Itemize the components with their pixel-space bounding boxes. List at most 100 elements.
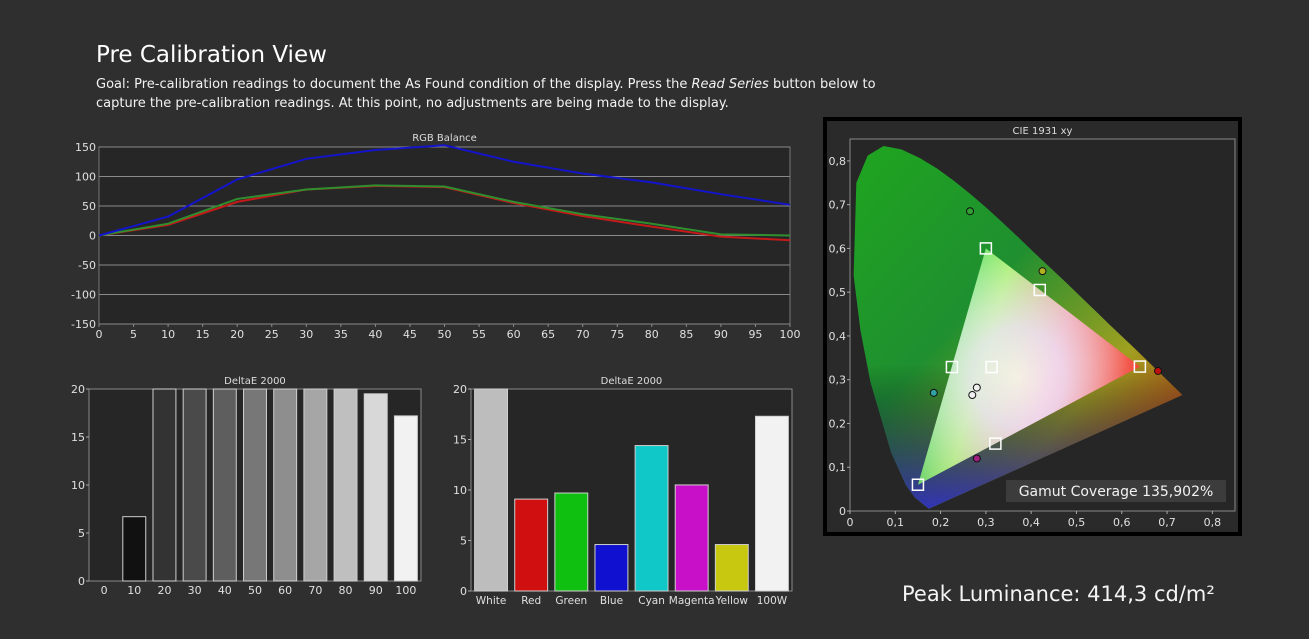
bar bbox=[393, 415, 418, 582]
y-tick-label: 0,4 bbox=[829, 330, 847, 343]
color-deltae-chart: DeltaE 2000 0 5 10 15 20 White Red Green Blue Cyan… bbox=[453, 376, 793, 606]
x-tick-label: Red bbox=[521, 595, 541, 606]
bar bbox=[212, 388, 237, 582]
bar bbox=[754, 415, 789, 592]
x-tick-label: 0,3 bbox=[977, 516, 995, 529]
x-tick-label: 0,8 bbox=[1204, 516, 1222, 529]
y-tick-label: -150 bbox=[71, 318, 96, 331]
bar bbox=[674, 484, 709, 592]
target-marker bbox=[979, 242, 993, 255]
y-tick-label: 50 bbox=[82, 200, 96, 213]
x-tick-label: 0,1 bbox=[887, 516, 905, 529]
goal-suffix: button below to capture the pre-calibrat… bbox=[96, 77, 876, 111]
x-tick-label: 40 bbox=[368, 328, 382, 341]
cie-1931-chart: CIE 1931 xy 0 0,1 0,2 0,3 0,4 0,5 0,6 0,7 0,8 0 0,1… bbox=[827, 121, 1238, 532]
measured-point bbox=[972, 454, 981, 463]
x-tick-label: 20 bbox=[157, 584, 171, 597]
y-tick-label: 0 bbox=[78, 575, 85, 588]
bar bbox=[714, 544, 749, 592]
bar bbox=[554, 492, 589, 592]
x-tick-label: 25 bbox=[265, 328, 279, 341]
bar bbox=[303, 388, 328, 582]
x-tick-label: 100 bbox=[395, 584, 416, 597]
bar bbox=[243, 388, 267, 582]
x-tick-label: 45 bbox=[403, 328, 417, 341]
target-marker bbox=[945, 360, 959, 374]
x-tick-label: 50 bbox=[248, 584, 262, 597]
x-tick-label: 90 bbox=[714, 328, 728, 341]
x-tick-label: 0,4 bbox=[1022, 516, 1040, 529]
x-tick-label: 0,5 bbox=[1068, 516, 1086, 529]
grayscale-deltae-chart: DeltaE 2000 0 5 10 15 20 0 10 20 30 40 50 60 70 80 90 10… bbox=[71, 376, 422, 597]
y-tick-label: 10 bbox=[71, 479, 85, 492]
y-tick-label: 0,1 bbox=[829, 461, 847, 474]
y-tick-label: 0,5 bbox=[829, 286, 847, 299]
x-tick-label: 70 bbox=[576, 328, 590, 341]
x-tick-label: 0 bbox=[101, 584, 108, 597]
x-tick-label: 0,2 bbox=[932, 516, 950, 529]
x-tick-label: 30 bbox=[188, 584, 202, 597]
x-tick-label: Blue bbox=[600, 595, 623, 606]
target-marker bbox=[1033, 283, 1047, 297]
goal-read-series: Read Series bbox=[691, 77, 769, 92]
page-title: Pre Calibration View bbox=[96, 42, 327, 68]
y-tick-label: 20 bbox=[453, 383, 467, 396]
x-tick-label: 70 bbox=[308, 584, 322, 597]
target-marker bbox=[911, 478, 925, 491]
y-tick-label: 0,2 bbox=[829, 417, 847, 430]
x-tick-label: 100 bbox=[780, 328, 801, 341]
x-tick-label: 10 bbox=[161, 328, 175, 341]
chart-title: DeltaE 2000 bbox=[601, 376, 663, 387]
y-tick-label: 5 bbox=[460, 535, 467, 548]
bar bbox=[634, 445, 669, 592]
measured-point bbox=[972, 383, 981, 392]
x-tick-label: 5 bbox=[130, 328, 137, 341]
x-tick-label: 0,6 bbox=[1113, 516, 1131, 529]
green-series-line bbox=[98, 184, 791, 237]
y-tick-label: -50 bbox=[78, 259, 96, 272]
goal-prefix: Goal: Pre-calibration readings to docume… bbox=[96, 77, 692, 92]
x-tick-label: Cyan bbox=[638, 595, 665, 606]
goal-text: Goal: Pre-calibration readings to docume… bbox=[96, 75, 876, 113]
x-tick-label: 0,7 bbox=[1158, 516, 1176, 529]
bar bbox=[363, 393, 388, 582]
target-marker bbox=[1133, 360, 1147, 373]
x-tick-label: 15 bbox=[196, 328, 210, 341]
x-tick-label: 65 bbox=[541, 328, 555, 341]
gamut-coverage-box bbox=[1006, 480, 1226, 502]
measured-point bbox=[929, 388, 938, 397]
x-tick-label: Magenta bbox=[669, 595, 715, 606]
y-tick-label: 0 bbox=[460, 585, 467, 598]
x-tick-label: 90 bbox=[369, 584, 383, 597]
bar bbox=[474, 388, 509, 592]
bar bbox=[152, 388, 177, 582]
measured-point bbox=[1038, 267, 1047, 276]
x-tick-label: 50 bbox=[438, 328, 452, 341]
y-tick-label: 15 bbox=[71, 431, 85, 444]
chart-title: RGB Balance bbox=[412, 133, 477, 144]
y-tick-label: 0,8 bbox=[829, 155, 847, 168]
y-tick-label: -100 bbox=[71, 289, 96, 302]
y-tick-label: 10 bbox=[453, 484, 467, 497]
x-tick-label: Yellow bbox=[715, 595, 749, 606]
measured-point bbox=[966, 207, 975, 216]
x-tick-label: 80 bbox=[645, 328, 659, 341]
bar bbox=[273, 388, 298, 582]
x-tick-label: 55 bbox=[472, 328, 486, 341]
y-tick-label: 5 bbox=[78, 527, 85, 540]
y-tick-label: 0,6 bbox=[829, 242, 847, 255]
bar bbox=[182, 388, 207, 582]
y-tick-label: 100 bbox=[75, 171, 96, 184]
chart-title: CIE 1931 xy bbox=[1013, 126, 1073, 137]
x-tick-label: 85 bbox=[679, 328, 693, 341]
y-tick-label: 20 bbox=[71, 383, 85, 396]
x-tick-label: 0 bbox=[847, 516, 854, 529]
target-marker bbox=[985, 360, 998, 374]
bar bbox=[514, 498, 549, 592]
blue-series-line bbox=[98, 144, 791, 237]
y-tick-label: 0,7 bbox=[829, 199, 847, 212]
x-tick-label: 40 bbox=[218, 584, 232, 597]
x-tick-label: Green bbox=[555, 595, 587, 606]
x-tick-label: 100W bbox=[757, 595, 788, 606]
